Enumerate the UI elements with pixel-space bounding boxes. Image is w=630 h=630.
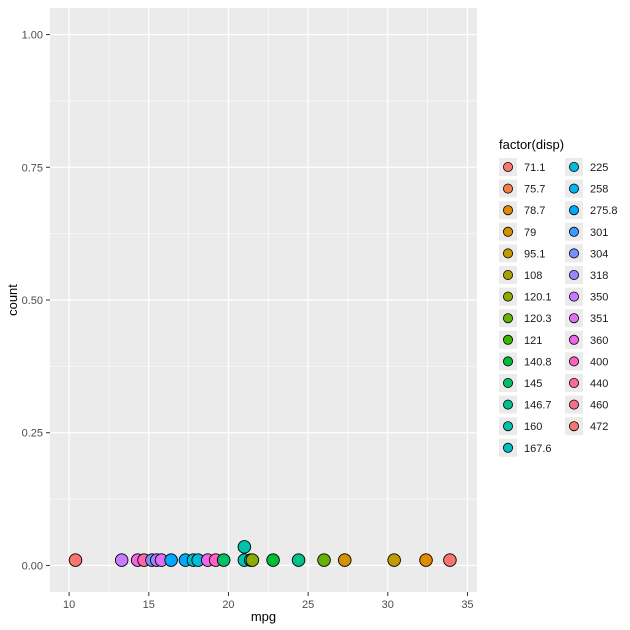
legend-label: 121: [524, 335, 542, 347]
data-point: [443, 553, 457, 567]
data-point: [245, 553, 260, 567]
x-axis-ticks: 10 15 20 25 30 35: [63, 592, 474, 611]
legend-key-point: [569, 421, 580, 432]
legend-key-point: [569, 356, 580, 367]
data-point: [387, 553, 401, 567]
legend-label: 301: [590, 227, 608, 239]
legend-label: 351: [590, 313, 608, 325]
data-point: [68, 553, 83, 567]
y-tick-label: 0.75: [22, 162, 43, 174]
legend-label: 304: [590, 248, 608, 260]
y-tick-label: 0.50: [22, 295, 43, 307]
legend-label: 146.7: [524, 400, 552, 412]
data-point: [291, 553, 306, 567]
y-tick-label: 0.25: [22, 428, 43, 440]
legend: factor(disp) 71.1 75.7 78.7 79 95.1 108 120.1 1…: [499, 137, 618, 457]
legend-label: 78.7: [524, 205, 545, 217]
legend-key-point: [502, 442, 513, 453]
legend-label: 160: [524, 421, 542, 433]
data-point: [237, 540, 252, 554]
legend-label: 225: [590, 162, 608, 174]
legend-key-point: [569, 269, 580, 280]
legend-title: factor(disp): [499, 137, 564, 152]
legend-key-point: [502, 269, 513, 280]
legend-key-point: [502, 291, 513, 302]
y-axis-title: count: [5, 284, 20, 316]
legend-label: 145: [524, 378, 542, 390]
legend-key-point: [502, 226, 513, 237]
y-axis-ticks: 0.00 0.25 0.50 0.75 1.00: [22, 30, 50, 572]
legend-key-point: [569, 377, 580, 388]
legend-label: 360: [590, 335, 608, 347]
legend-label: 350: [590, 292, 608, 304]
legend-label: 167.6: [524, 443, 552, 455]
legend-key-point: [502, 248, 513, 259]
legend-label: 400: [590, 356, 608, 368]
legend-key-point: [502, 377, 513, 388]
legend-label: 440: [590, 378, 608, 390]
legend-label: 120.3: [524, 313, 552, 325]
legend-key-point: [569, 399, 580, 410]
data-point: [419, 553, 433, 567]
legend-key-point: [569, 313, 580, 324]
legend-key-point: [502, 356, 513, 367]
x-tick-label: 30: [382, 599, 394, 611]
x-tick-label: 10: [63, 599, 75, 611]
data-point: [317, 553, 331, 567]
legend-label: 318: [590, 270, 608, 282]
legend-label: 108: [524, 270, 542, 282]
legend-key-point: [502, 161, 513, 172]
legend-key-point: [502, 399, 513, 410]
x-tick-label: 15: [143, 599, 155, 611]
legend-key-point: [502, 313, 513, 324]
legend-key-point: [569, 291, 580, 302]
legend-label: 95.1: [524, 248, 545, 260]
data-point: [338, 553, 352, 567]
x-tick-label: 20: [222, 599, 234, 611]
legend-label: 460: [590, 400, 608, 412]
legend-key-point: [569, 161, 580, 172]
legend-label: 71.1: [524, 162, 545, 174]
legend-label: 75.7: [524, 184, 545, 196]
legend-key-point: [569, 226, 580, 237]
legend-key-point: [502, 183, 513, 194]
legend-key-point: [502, 421, 513, 432]
legend-label: 120.1: [524, 292, 552, 304]
data-point: [266, 553, 280, 567]
legend-label: 472: [590, 421, 608, 433]
data-point: [216, 553, 231, 567]
legend-key-point: [569, 248, 580, 259]
data-points: [68, 540, 457, 567]
data-point: [114, 553, 129, 567]
legend-key-point: [569, 183, 580, 194]
x-tick-label: 35: [461, 599, 473, 611]
legend-label: 258: [590, 184, 608, 196]
y-tick-label: 0.00: [22, 560, 43, 572]
legend-label: 140.8: [524, 356, 552, 368]
legend-key-point: [502, 205, 513, 216]
y-tick-label: 1.00: [22, 30, 43, 42]
data-point: [164, 553, 178, 567]
legend-label: 275.8: [590, 205, 618, 217]
legend-label: 79: [524, 227, 536, 239]
x-tick-label: 25: [302, 599, 314, 611]
legend-key-point: [502, 334, 513, 345]
x-axis-title: mpg: [251, 609, 276, 624]
legend-key-point: [569, 334, 580, 345]
legend-key-point: [569, 205, 580, 216]
